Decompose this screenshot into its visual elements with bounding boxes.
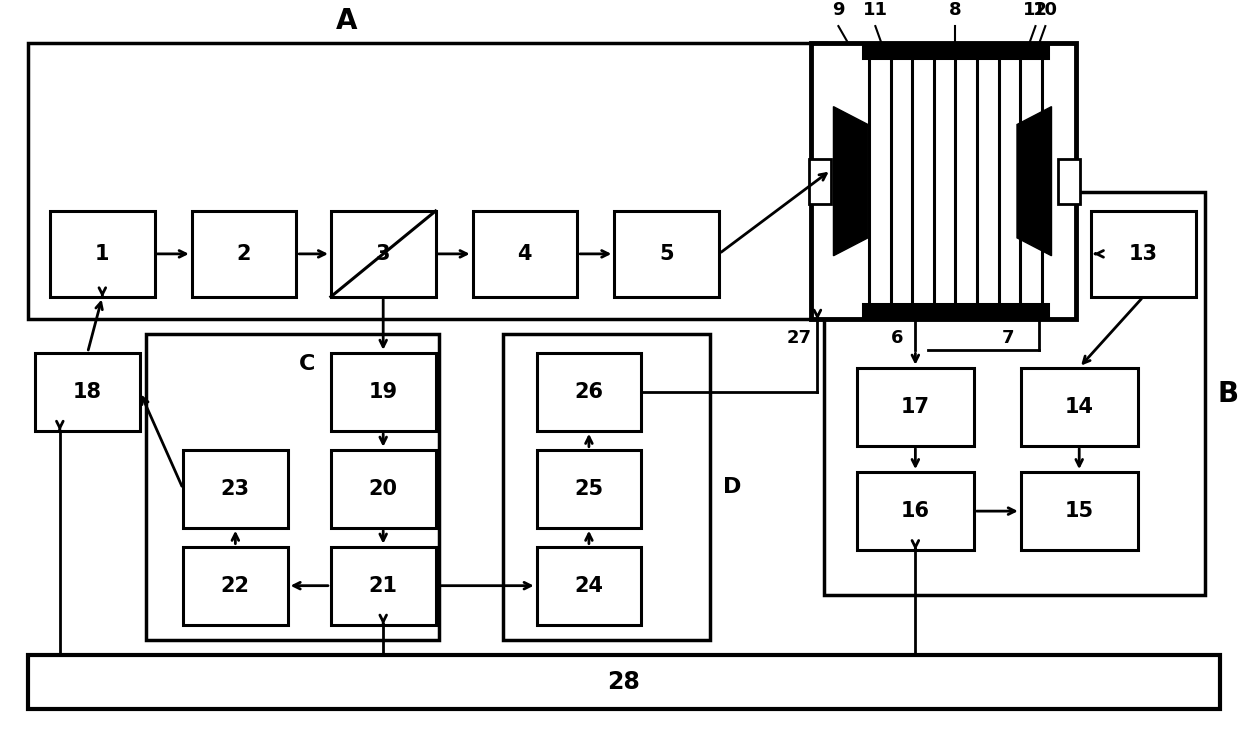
Bar (27, 43, 826, 319)
Text: 1: 1 (95, 244, 109, 264)
Text: 23: 23 (221, 479, 250, 499)
Bar (537, 547, 641, 624)
Bar (1021, 367, 1138, 446)
Text: 12: 12 (1023, 1, 1048, 19)
Bar (811, 43, 1076, 319)
Text: 2: 2 (237, 244, 252, 264)
Text: 22: 22 (221, 575, 250, 596)
Text: 25: 25 (574, 479, 604, 499)
Bar (823, 192, 1205, 595)
Bar (614, 211, 719, 297)
Bar (863, 45, 1048, 58)
Bar (857, 367, 973, 446)
Text: D: D (723, 477, 742, 497)
Bar (1091, 211, 1195, 297)
Text: 16: 16 (901, 501, 930, 521)
Text: 24: 24 (574, 575, 604, 596)
Bar (50, 211, 155, 297)
Polygon shape (1017, 107, 1052, 256)
Text: B: B (1218, 380, 1239, 407)
Text: 10: 10 (1033, 1, 1058, 19)
Text: A: A (336, 7, 358, 35)
Text: 11: 11 (863, 1, 888, 19)
Text: 17: 17 (901, 397, 930, 417)
Text: 26: 26 (574, 382, 604, 402)
Text: 15: 15 (1065, 501, 1094, 521)
Bar (857, 472, 973, 550)
Bar (808, 159, 831, 203)
Text: 21: 21 (368, 575, 398, 596)
Bar (1021, 472, 1138, 550)
Text: C: C (299, 354, 315, 374)
Bar (537, 353, 641, 431)
Bar (503, 334, 711, 640)
Polygon shape (833, 107, 868, 256)
Text: 20: 20 (368, 479, 398, 499)
Bar (331, 547, 435, 624)
Bar (863, 304, 1048, 318)
Bar (184, 547, 288, 624)
Text: 4: 4 (517, 244, 532, 264)
Bar (146, 334, 439, 640)
Bar (1058, 159, 1080, 203)
Text: 14: 14 (1065, 397, 1094, 417)
Text: 5: 5 (660, 244, 673, 264)
Bar (192, 211, 296, 297)
Text: 9: 9 (832, 1, 844, 19)
Bar (184, 450, 288, 528)
Text: 8: 8 (949, 1, 962, 19)
Text: 13: 13 (1128, 244, 1158, 264)
Text: 19: 19 (368, 382, 398, 402)
Bar (472, 211, 578, 297)
Bar (35, 353, 140, 431)
Bar (27, 655, 1220, 709)
Bar (331, 450, 435, 528)
Text: 3: 3 (376, 244, 391, 264)
Text: 27: 27 (786, 329, 811, 347)
Text: 28: 28 (608, 671, 641, 694)
Bar (331, 211, 435, 297)
Text: 18: 18 (73, 382, 102, 402)
Text: 6: 6 (890, 329, 903, 347)
Bar (331, 353, 435, 431)
Text: 7: 7 (1002, 329, 1014, 347)
Bar (537, 450, 641, 528)
